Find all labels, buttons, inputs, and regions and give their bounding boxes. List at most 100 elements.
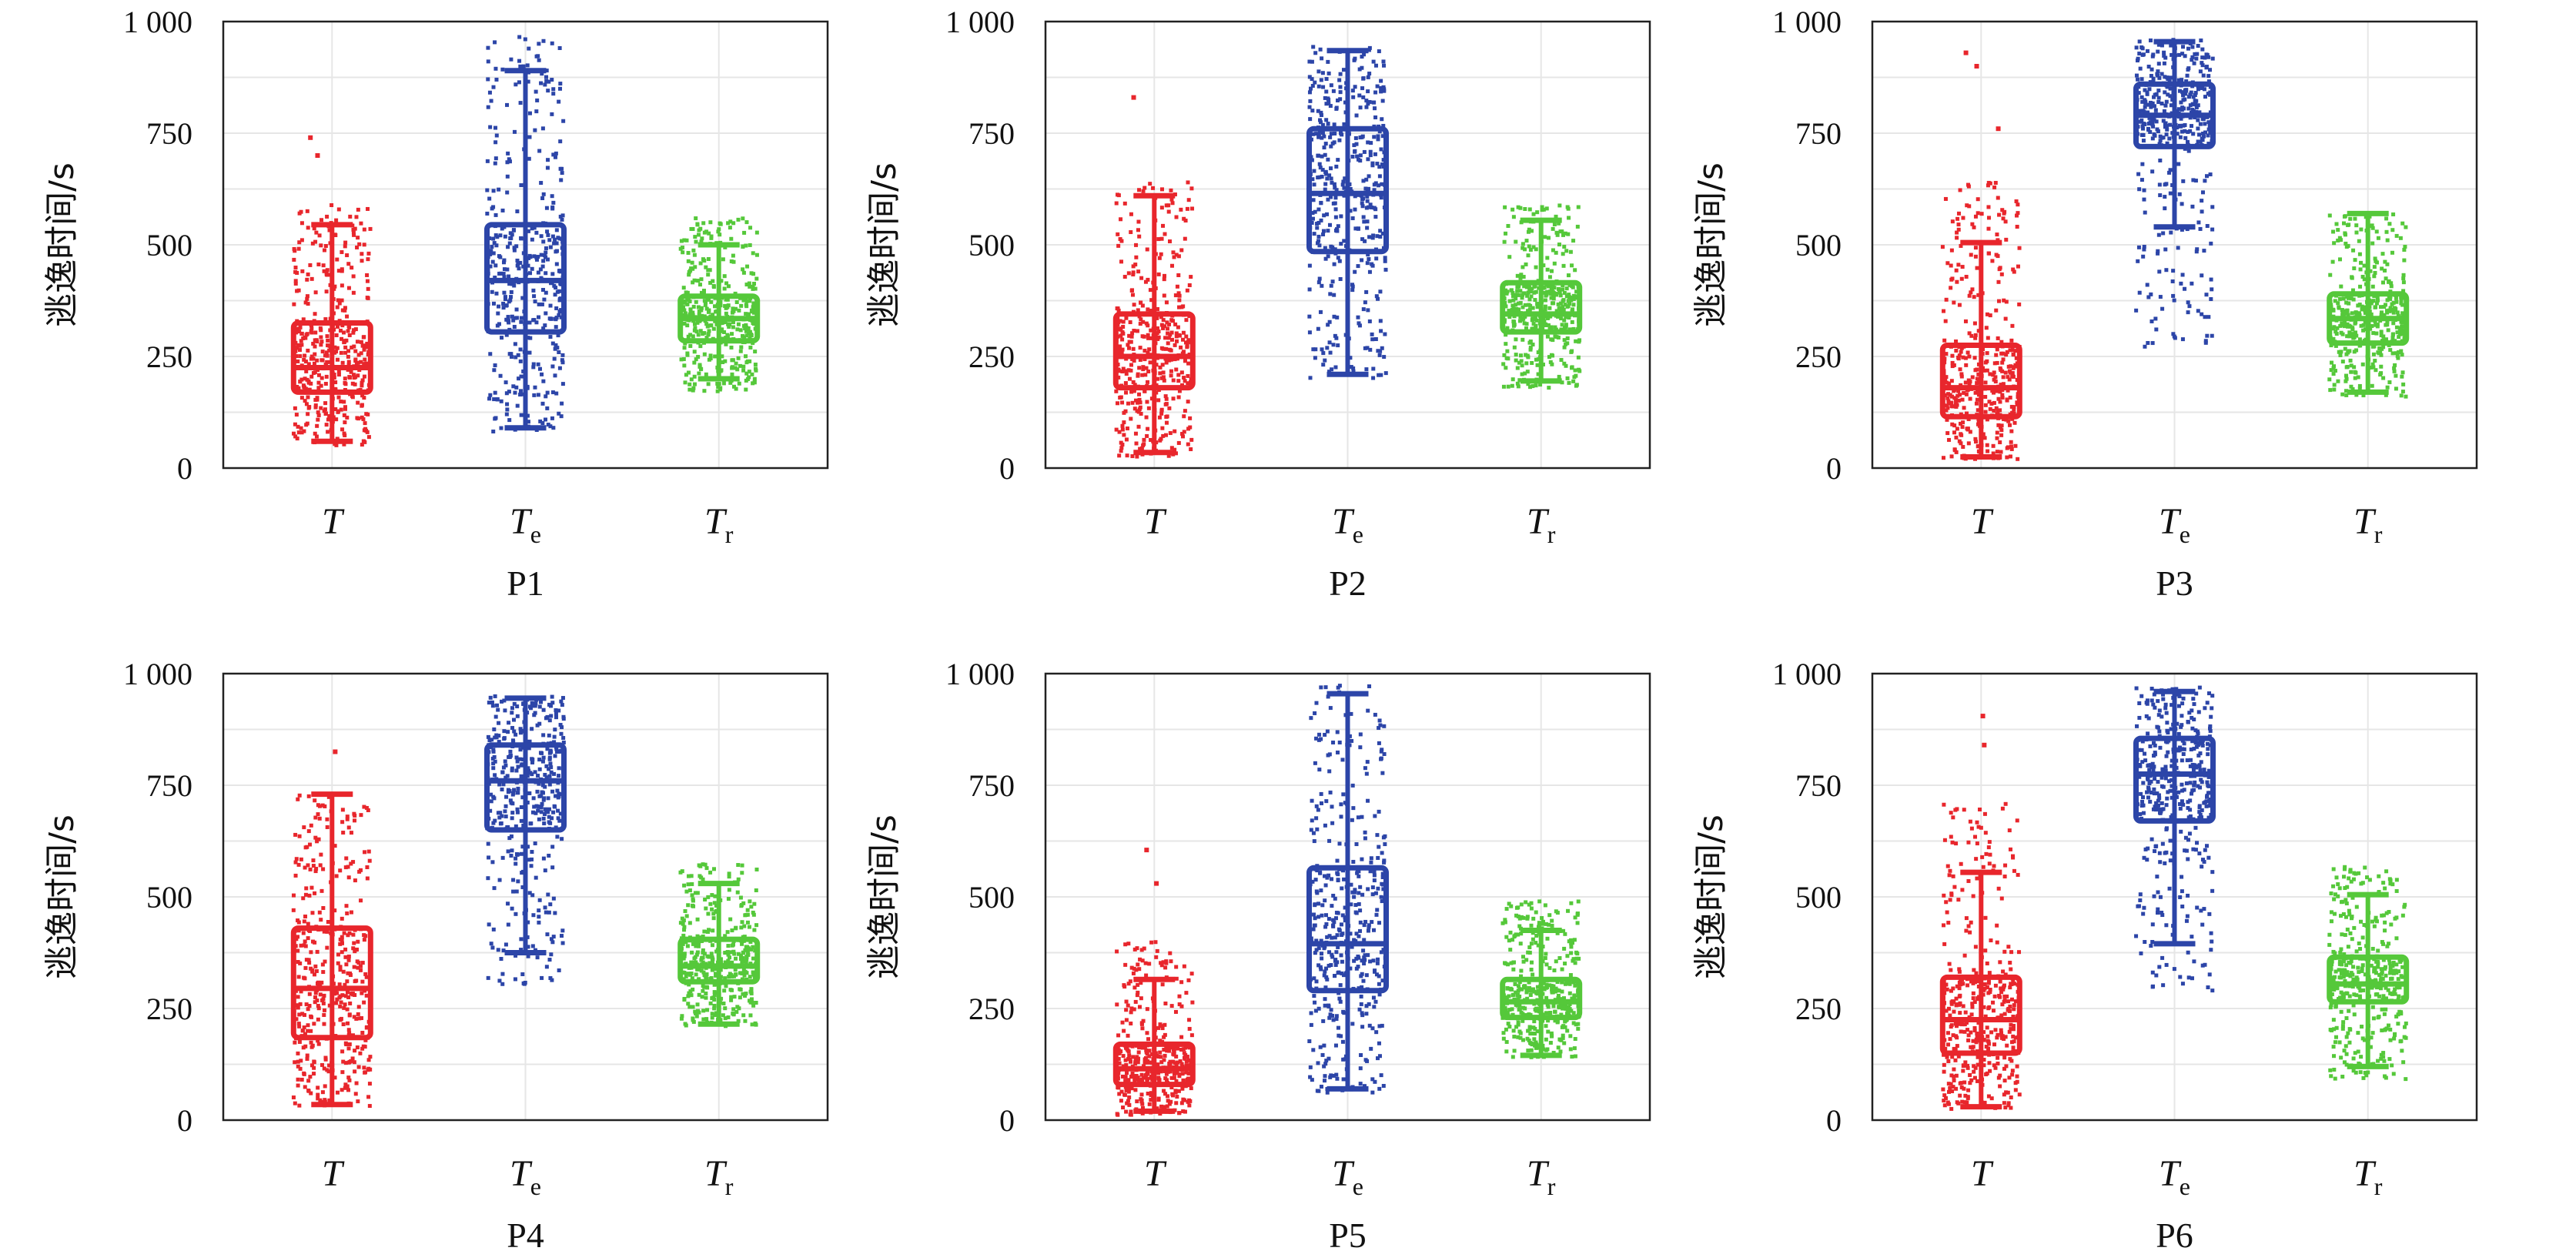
data-point (2342, 311, 2347, 316)
data-point (355, 1045, 360, 1050)
data-point (2146, 102, 2150, 107)
data-point (533, 128, 537, 132)
data-point (1332, 122, 1337, 127)
data-point (545, 714, 550, 719)
data-point (1350, 284, 1355, 289)
data-point (326, 430, 330, 434)
data-point (744, 304, 749, 309)
data-point (1556, 302, 1561, 306)
data-point (2357, 386, 2362, 391)
data-point (537, 704, 542, 709)
data-point (2183, 97, 2187, 102)
data-point (1993, 380, 1998, 384)
data-point (1125, 426, 1129, 431)
data-point (724, 306, 728, 310)
data-point (537, 781, 541, 786)
data-point (1168, 239, 1173, 244)
data-point (1501, 384, 1506, 389)
data-point (497, 815, 502, 820)
data-point (532, 226, 537, 230)
data-point (1186, 373, 1190, 378)
data-point (2149, 105, 2153, 109)
data-point (551, 87, 556, 92)
data-point (2203, 130, 2208, 135)
data-point (542, 253, 547, 258)
data-point (548, 424, 553, 429)
data-point (1367, 45, 1372, 50)
data-point (336, 370, 341, 374)
data-point (692, 382, 697, 386)
data-point (2362, 263, 2367, 268)
data-point (351, 290, 356, 295)
data-point (518, 359, 523, 363)
data-point (345, 1084, 350, 1089)
data-point (1973, 214, 1978, 219)
data-point (493, 275, 497, 279)
data-point (514, 355, 518, 360)
data-point (735, 890, 740, 895)
data-point (2149, 319, 2154, 323)
data-point (1135, 454, 1139, 459)
data-point (697, 228, 701, 232)
data-point (2381, 334, 2386, 339)
data-point (2336, 379, 2340, 383)
data-point (2351, 248, 2356, 253)
data-point (754, 1022, 758, 1027)
data-point (510, 706, 514, 711)
data-point (302, 1012, 306, 1017)
data-point (1312, 182, 1316, 187)
data-point (1308, 117, 1313, 122)
data-point (560, 171, 564, 176)
data-point (2401, 382, 2406, 386)
y-tick-label: 750 (969, 116, 1015, 151)
data-point (712, 990, 717, 995)
data-point (1169, 446, 1174, 450)
data-point (1548, 289, 1553, 294)
data-point (306, 272, 310, 276)
data-point (309, 1029, 313, 1033)
data-point (510, 738, 515, 743)
data-point (530, 266, 534, 271)
data-point (2184, 79, 2189, 84)
data-point (1310, 211, 1315, 216)
data-point (1330, 245, 1335, 249)
data-point (1505, 326, 1510, 330)
data-point (307, 405, 312, 410)
data-point (1133, 263, 1138, 267)
data-point (343, 420, 347, 425)
data-point (1999, 383, 2003, 387)
data-point (1313, 347, 1318, 352)
data-point (550, 194, 554, 199)
data-point (352, 1015, 356, 1019)
data-point (548, 245, 553, 249)
data-point (2010, 323, 2015, 328)
data-point (1946, 399, 1951, 403)
data-point (292, 257, 296, 262)
data-point (1155, 316, 1159, 320)
data-point (303, 399, 307, 403)
data-point (1366, 157, 1370, 162)
data-point (557, 791, 561, 796)
data-point (486, 734, 490, 739)
data-point (306, 1023, 310, 1028)
data-point (496, 948, 500, 952)
data-point (706, 332, 711, 336)
data-point (2147, 115, 2152, 120)
data-point (2183, 135, 2188, 140)
data-point (1166, 209, 1171, 214)
data-point (747, 925, 751, 929)
data-point (490, 259, 495, 264)
box (484, 742, 567, 833)
data-point (2363, 311, 2367, 316)
data-point (1186, 361, 1191, 366)
data-point (718, 222, 723, 226)
data-point (1326, 59, 1330, 64)
data-point (362, 335, 366, 340)
data-point (1965, 350, 1970, 355)
data-point (2376, 298, 2380, 303)
data-point (696, 355, 701, 360)
data-point (1942, 338, 1947, 343)
data-point (701, 970, 706, 975)
data-point (1307, 59, 1312, 64)
